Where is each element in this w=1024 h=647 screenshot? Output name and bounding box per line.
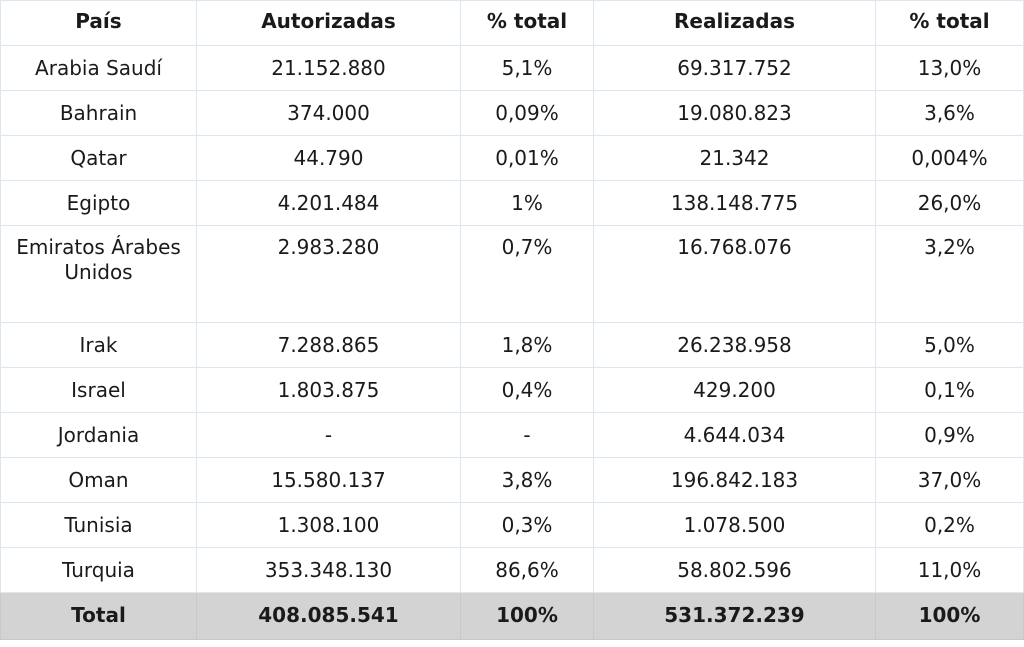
country-cell: Bahrain bbox=[0, 90, 197, 136]
header-realized-percent: % total bbox=[875, 0, 1024, 46]
header-country: País bbox=[0, 0, 197, 46]
authorized-cell: - bbox=[196, 412, 461, 458]
country-cell: Israel bbox=[0, 367, 197, 413]
authorized-percent-cell: 1,8% bbox=[460, 322, 594, 368]
authorized-percent-cell: 3,8% bbox=[460, 457, 594, 503]
authorized-percent-cell: 86,6% bbox=[460, 547, 594, 593]
authorized-percent-cell: 0,3% bbox=[460, 502, 594, 548]
header-realized: Realizadas bbox=[593, 0, 876, 46]
header-row: País Autorizadas % total Realizadas % to… bbox=[0, 0, 1024, 46]
table-row: Irak 7.288.865 1,8% 26.238.958 5,0% bbox=[0, 322, 1024, 368]
authorized-percent-cell: 0,7% bbox=[460, 225, 594, 323]
country-cell: Tunisia bbox=[0, 502, 197, 548]
realized-percent-cell: 3,2% bbox=[875, 225, 1024, 323]
table-row: Oman 15.580.137 3,8% 196.842.183 37,0% bbox=[0, 457, 1024, 503]
authorized-cell: 7.288.865 bbox=[196, 322, 461, 368]
table-row: Turquia 353.348.130 86,6% 58.802.596 11,… bbox=[0, 547, 1024, 593]
authorized-cell: 374.000 bbox=[196, 90, 461, 136]
realized-cell: 69.317.752 bbox=[593, 45, 876, 91]
authorized-cell: 1.308.100 bbox=[196, 502, 461, 548]
country-cell: Arabia Saudí bbox=[0, 45, 197, 91]
country-cell: Oman bbox=[0, 457, 197, 503]
country-cell: Qatar bbox=[0, 135, 197, 181]
authorized-cell: 2.983.280 bbox=[196, 225, 461, 323]
table-row: Egipto 4.201.484 1% 138.148.775 26,0% bbox=[0, 180, 1024, 226]
realized-cell: 429.200 bbox=[593, 367, 876, 413]
authorized-cell: 44.790 bbox=[196, 135, 461, 181]
authorized-percent-cell: 0,09% bbox=[460, 90, 594, 136]
header-authorized-percent: % total bbox=[460, 0, 594, 46]
table-row: Arabia Saudí 21.152.880 5,1% 69.317.752 … bbox=[0, 45, 1024, 91]
authorized-percent-cell: 1% bbox=[460, 180, 594, 226]
country-cell: Turquia bbox=[0, 547, 197, 593]
realized-cell: 16.768.076 bbox=[593, 225, 876, 323]
realized-percent-cell: 13,0% bbox=[875, 45, 1024, 91]
table-row: Emiratos Árabes Unidos 2.983.280 0,7% 16… bbox=[0, 225, 1024, 323]
realized-cell: 21.342 bbox=[593, 135, 876, 181]
realized-percent-cell: 26,0% bbox=[875, 180, 1024, 226]
realized-percent-cell: 5,0% bbox=[875, 322, 1024, 368]
country-cell: Emiratos Árabes Unidos bbox=[0, 225, 197, 323]
total-realized-percent: 100% bbox=[875, 592, 1024, 640]
table-row: Bahrain 374.000 0,09% 19.080.823 3,6% bbox=[0, 90, 1024, 136]
authorized-percent-cell: 5,1% bbox=[460, 45, 594, 91]
authorized-cell: 4.201.484 bbox=[196, 180, 461, 226]
realized-percent-cell: 0,004% bbox=[875, 135, 1024, 181]
realized-cell: 138.148.775 bbox=[593, 180, 876, 226]
authorized-cell: 1.803.875 bbox=[196, 367, 461, 413]
authorized-percent-cell: - bbox=[460, 412, 594, 458]
authorized-percent-cell: 0,4% bbox=[460, 367, 594, 413]
realized-cell: 196.842.183 bbox=[593, 457, 876, 503]
country-cell: Egipto bbox=[0, 180, 197, 226]
realized-percent-cell: 0,2% bbox=[875, 502, 1024, 548]
realized-cell: 1.078.500 bbox=[593, 502, 876, 548]
authorized-cell: 15.580.137 bbox=[196, 457, 461, 503]
realized-percent-cell: 11,0% bbox=[875, 547, 1024, 593]
realized-cell: 19.080.823 bbox=[593, 90, 876, 136]
total-realized: 531.372.239 bbox=[593, 592, 876, 640]
total-label: Total bbox=[0, 592, 197, 640]
authorized-cell: 353.348.130 bbox=[196, 547, 461, 593]
total-authorized-percent: 100% bbox=[460, 592, 594, 640]
header-authorized: Autorizadas bbox=[196, 0, 461, 46]
realized-percent-cell: 0,9% bbox=[875, 412, 1024, 458]
table-row: Israel 1.803.875 0,4% 429.200 0,1% bbox=[0, 367, 1024, 413]
authorized-cell: 21.152.880 bbox=[196, 45, 461, 91]
table-row: Jordania - - 4.644.034 0,9% bbox=[0, 412, 1024, 458]
realized-percent-cell: 37,0% bbox=[875, 457, 1024, 503]
realized-percent-cell: 0,1% bbox=[875, 367, 1024, 413]
table-row: Qatar 44.790 0,01% 21.342 0,004% bbox=[0, 135, 1024, 181]
total-authorized: 408.085.541 bbox=[196, 592, 461, 640]
country-cell: Jordania bbox=[0, 412, 197, 458]
table-row: Tunisia 1.308.100 0,3% 1.078.500 0,2% bbox=[0, 502, 1024, 548]
country-cell: Irak bbox=[0, 322, 197, 368]
authorized-percent-cell: 0,01% bbox=[460, 135, 594, 181]
realized-cell: 26.238.958 bbox=[593, 322, 876, 368]
realized-cell: 4.644.034 bbox=[593, 412, 876, 458]
realized-cell: 58.802.596 bbox=[593, 547, 876, 593]
total-row: Total 408.085.541 100% 531.372.239 100% bbox=[0, 592, 1024, 640]
realized-percent-cell: 3,6% bbox=[875, 90, 1024, 136]
